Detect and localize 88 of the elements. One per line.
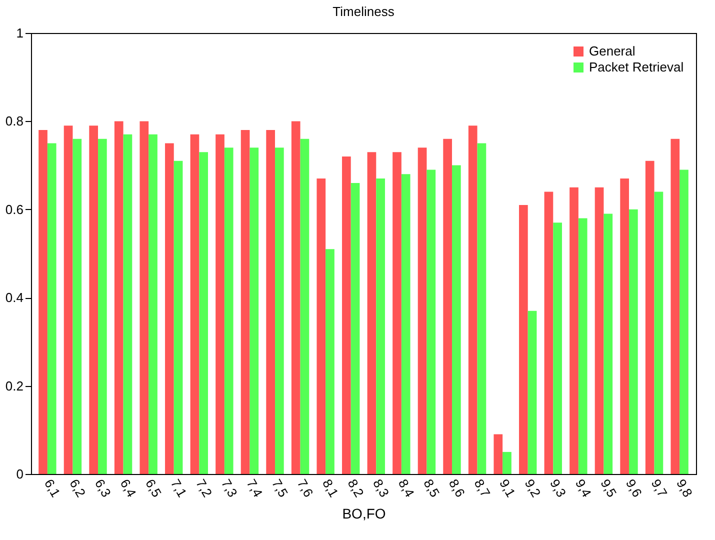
x-tick-label: 8,4 — [395, 476, 418, 500]
y-tick-label: 0 — [16, 466, 24, 482]
x-tick-label: 6,3 — [92, 476, 114, 500]
y-tick-label: 1 — [16, 26, 24, 40]
bar — [224, 148, 234, 474]
bar — [604, 214, 613, 474]
bar — [250, 148, 259, 474]
x-tick-label: 9,1 — [496, 476, 519, 500]
x-tick-label: 8,2 — [344, 476, 367, 500]
x-tick-label: 6,5 — [142, 476, 165, 500]
bar — [291, 121, 300, 474]
x-tick-label: 9,3 — [547, 476, 570, 500]
bar — [670, 138, 680, 474]
x-tick-label: 7,3 — [218, 476, 240, 500]
bar — [578, 218, 588, 474]
bar — [570, 187, 578, 474]
bar — [628, 209, 638, 474]
y-tick-label: 0.8 — [5, 114, 24, 129]
x-tick-label: 8,5 — [420, 476, 443, 500]
bar — [266, 130, 275, 474]
bar — [275, 148, 284, 474]
bar — [64, 126, 73, 474]
bar — [376, 178, 385, 474]
bar — [123, 134, 132, 474]
bar — [190, 134, 200, 474]
x-tick-label: 7,2 — [193, 476, 216, 500]
x-tick-label: 9,8 — [674, 476, 696, 500]
bar — [654, 192, 664, 474]
bar — [519, 204, 528, 474]
bar — [316, 178, 326, 474]
x-tick-label: 8,3 — [370, 476, 392, 500]
x-tick-label: 7,5 — [268, 476, 291, 500]
x-tick-label: 9,4 — [572, 476, 594, 500]
bar — [502, 452, 512, 474]
bar — [342, 156, 351, 474]
bar — [528, 310, 537, 474]
bar — [72, 138, 82, 474]
bar — [426, 170, 436, 474]
x-tick-label: 9,2 — [522, 476, 544, 500]
x-tick-label: 7,1 — [168, 476, 190, 500]
x-tick-label: 7,6 — [294, 476, 316, 500]
x-tick-label: 6,4 — [117, 476, 140, 500]
x-tick-label: 8,6 — [446, 476, 468, 500]
x-tick-label: 9,7 — [648, 476, 670, 500]
chart-title: Timeliness — [332, 4, 395, 19]
legend-label: Packet Retrieval — [589, 60, 684, 74]
legend-label: General — [589, 44, 636, 58]
bar — [392, 152, 402, 474]
bar — [367, 152, 376, 474]
x-tick-label: 7,4 — [244, 476, 266, 500]
bar — [165, 143, 174, 474]
bar — [443, 138, 452, 474]
bar — [89, 126, 98, 474]
bar — [494, 434, 503, 474]
x-tick-label: 9,6 — [622, 476, 645, 500]
bar — [401, 174, 410, 474]
x-tick-label: 6,2 — [66, 476, 89, 500]
bar — [148, 134, 158, 474]
bar — [477, 143, 486, 474]
bar — [594, 187, 604, 474]
y-tick-label: 0.4 — [5, 290, 24, 306]
bar — [326, 249, 334, 474]
bar — [418, 148, 427, 474]
x-tick-label: 6,1 — [41, 476, 64, 500]
bar — [216, 134, 224, 474]
bar — [174, 160, 183, 474]
bar — [452, 165, 461, 474]
bar — [553, 222, 562, 474]
bar — [240, 130, 250, 474]
x-tick-label: 8,7 — [471, 476, 494, 500]
y-tick-label: 0.2 — [5, 378, 24, 394]
x-axis-title: BO,FO — [342, 506, 386, 522]
bar — [544, 192, 554, 474]
bar — [620, 178, 629, 474]
bar — [680, 170, 688, 474]
bar — [140, 121, 149, 474]
bar — [114, 121, 124, 474]
bar — [468, 126, 478, 474]
bar — [645, 160, 654, 474]
bar — [38, 130, 48, 474]
x-tick-label: 9,5 — [598, 476, 620, 500]
x-tick-label: 8,1 — [320, 476, 342, 500]
y-tick-label: 0.6 — [5, 202, 24, 217]
bar — [350, 182, 360, 474]
bar — [199, 152, 208, 474]
bar — [98, 138, 107, 474]
bar — [300, 138, 310, 474]
bar — [47, 143, 56, 474]
